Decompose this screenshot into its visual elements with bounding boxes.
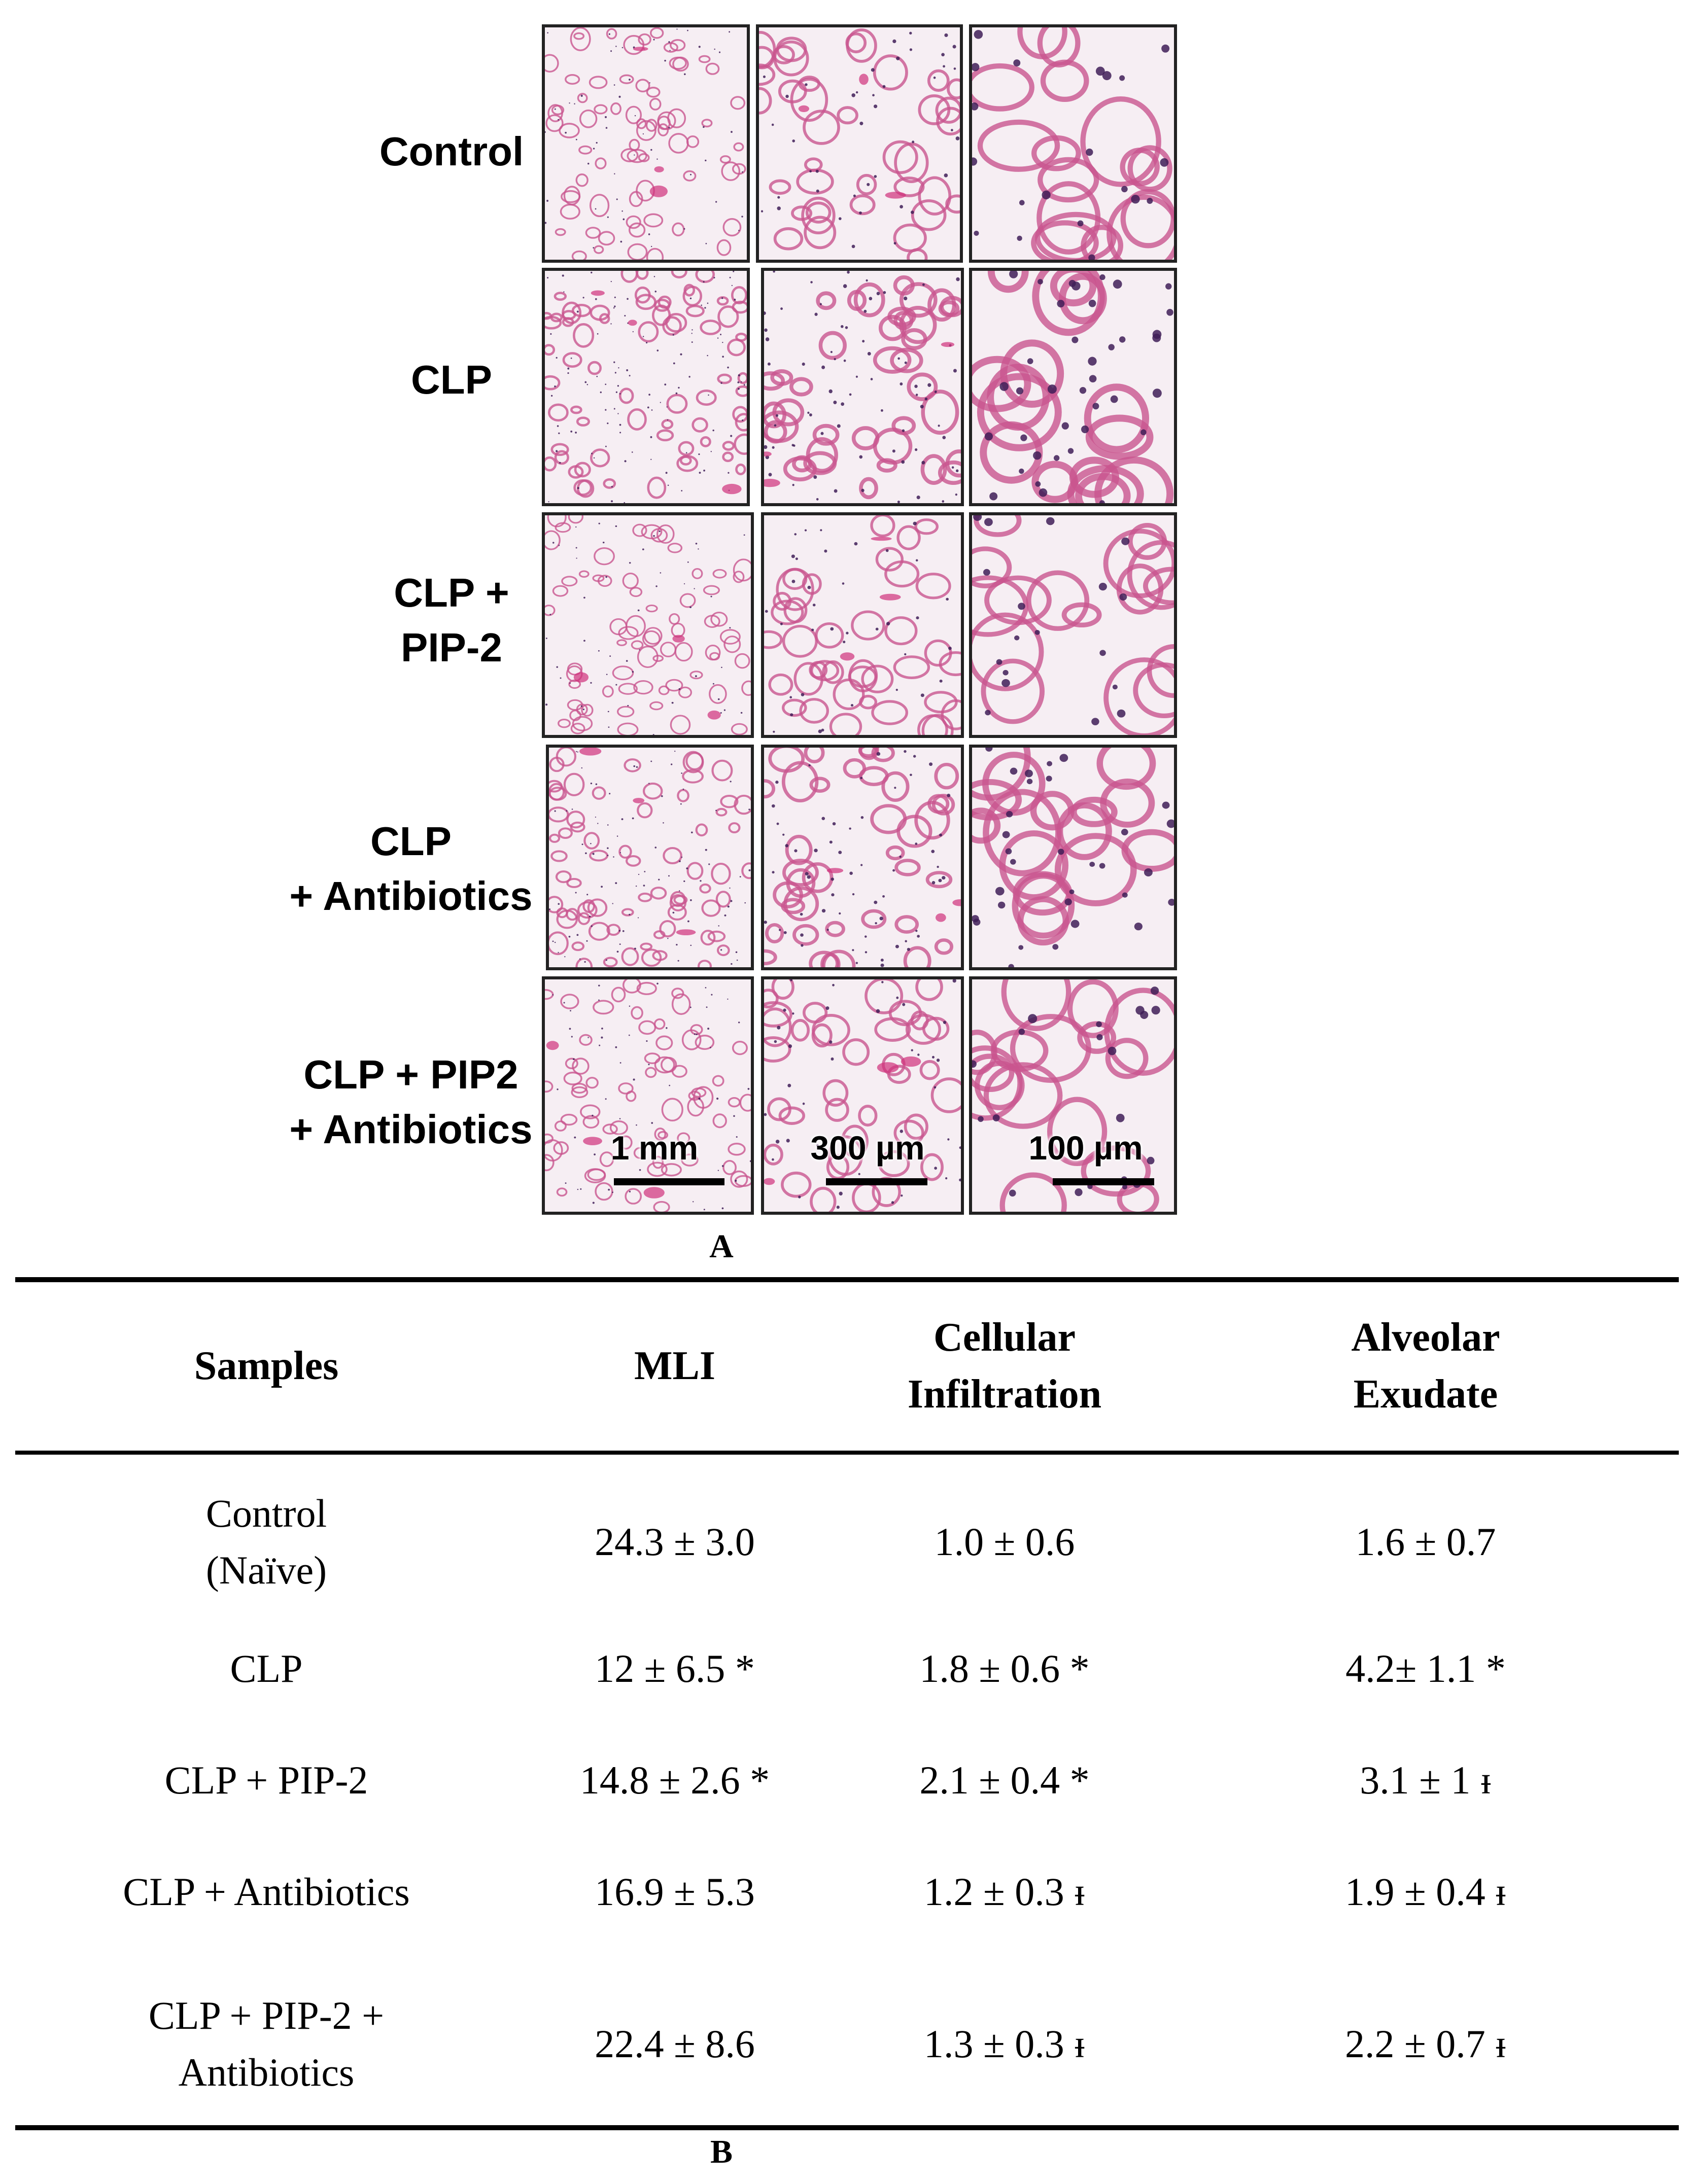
table-cell-mli: 22.4 ± 8.6 (502, 1981, 847, 2107)
table-cell-sample: Control (Naïve) (30, 1481, 502, 1603)
row-label-line: Control (379, 129, 524, 174)
table-cell-mli: 16.9 ± 5.3 (502, 1846, 847, 1938)
column-header-line: Infiltration (907, 1371, 1102, 1417)
table-cell-exudate: 4.2± 1.1 * (1248, 1623, 1603, 1714)
column-header-line: Samples (194, 1343, 339, 1388)
cell-line: 14.8 ± 2.6 * (579, 1758, 770, 1802)
table-cell-sample: CLP + Antibiotics (30, 1846, 502, 1938)
micrograph-clp-antibiotics-mid (761, 745, 964, 970)
cell-line: 2.2 ± 0.7 ᵻ (1345, 2022, 1506, 2066)
cell-line: (Naïve) (205, 1548, 327, 1592)
row-label-line: CLP + PIP2 (303, 1052, 518, 1097)
cell-line: CLP + PIP-2 + (148, 1993, 385, 2037)
column-header-line: MLI (634, 1343, 715, 1388)
cell-line: CLP (230, 1646, 303, 1690)
micrograph-clp-pip2-antibiotics-mid (761, 976, 964, 1215)
cell-line: 2.1 ± 0.4 * (919, 1758, 1090, 1802)
row-label-clp-pip2-antibiotics: CLP + PIP2 + Antibiotics (274, 1047, 548, 1157)
scale-bar-100um (1053, 1178, 1154, 1185)
row-label-clp-pip2: CLP + PIP-2 (355, 566, 548, 675)
micrograph-clp-antibiotics-low (546, 745, 754, 970)
cell-line: 24.3 ± 3.0 (595, 1520, 755, 1564)
column-header-line: Alveolar (1351, 1315, 1500, 1360)
panel-a-letter: A (709, 1228, 734, 1265)
cell-line: Antibiotics (178, 2050, 355, 2094)
cell-line: 1.2 ± 0.3 ᵻ (924, 1870, 1085, 1914)
table-cell-sample: CLP + PIP-2 + Antibiotics (30, 1981, 502, 2107)
column-header-line: Exudate (1353, 1371, 1498, 1417)
micrograph-clp-antibiotics-high (969, 745, 1177, 970)
micrograph-clp-mid (761, 268, 964, 506)
micrograph-clp-pip2-antibiotics-high (969, 976, 1177, 1215)
scale-label-300um: 300 µm (810, 1129, 925, 1167)
table-cell-exudate: 1.6 ± 0.7 (1248, 1481, 1603, 1603)
table-cell-mli: 14.8 ± 2.6 * (502, 1735, 847, 1826)
row-label-clp-antibiotics: CLP + Antibiotics (274, 814, 548, 924)
cell-line: Control (205, 1491, 327, 1535)
column-header-samples: Samples (30, 1283, 502, 1448)
table-cell-mli: 24.3 ± 3.0 (502, 1481, 847, 1603)
cell-line: 1.3 ± 0.3 ᵻ (924, 2022, 1085, 2066)
table-cell-infiltration: 2.1 ± 0.4 * (847, 1735, 1162, 1826)
column-header-mli: MLI (502, 1283, 847, 1448)
table-cell-infiltration: 1.0 ± 0.6 (847, 1481, 1162, 1603)
micrograph-clp-pip2-mid (761, 512, 964, 738)
cell-line: 1.8 ± 0.6 * (919, 1646, 1090, 1690)
table-cell-sample: CLP + PIP-2 (30, 1735, 502, 1826)
table-header-rule (15, 1451, 1679, 1455)
column-header-line: Cellular (934, 1315, 1076, 1360)
panel-b-letter: B (710, 2133, 733, 2170)
row-label-line: CLP (411, 357, 492, 402)
row-label-line: + Antibiotics (289, 873, 533, 919)
micrograph-clp-high (969, 268, 1177, 506)
scale-label-100um: 100 µm (1028, 1129, 1143, 1167)
row-label-line: CLP (370, 819, 452, 864)
cell-line: 1.0 ± 0.6 (934, 1520, 1075, 1564)
row-label-line: + Antibiotics (289, 1107, 533, 1152)
micrograph-clp-low (542, 268, 750, 506)
micrograph-clp-pip2-low (542, 512, 754, 738)
cell-line: CLP + Antibiotics (123, 1870, 410, 1914)
scale-label-1mm: 1 mm (610, 1129, 699, 1167)
cell-line: 1.9 ± 0.4 ᵻ (1345, 1870, 1506, 1914)
cell-line: CLP + PIP-2 (164, 1758, 368, 1802)
table-cell-sample: CLP (30, 1623, 502, 1714)
table-cell-exudate: 3.1 ± 1 ᵻ (1248, 1735, 1603, 1826)
row-label-line: CLP + (394, 570, 509, 615)
cell-line: 4.2± 1.1 * (1345, 1646, 1506, 1690)
cell-line: 12 ± 6.5 * (595, 1646, 755, 1690)
micrograph-clp-pip2-high (969, 512, 1177, 738)
table-cell-exudate: 2.2 ± 0.7 ᵻ (1248, 1981, 1603, 2107)
micrograph-control-high (969, 24, 1177, 263)
row-label-clp: CLP (355, 353, 548, 407)
table-cell-infiltration: 1.3 ± 0.3 ᵻ (847, 1981, 1162, 2107)
micrograph-control-mid (756, 24, 963, 263)
table-cell-exudate: 1.9 ± 0.4 ᵻ (1248, 1846, 1603, 1938)
row-label-control: Control (355, 124, 548, 179)
table-cell-infiltration: 1.8 ± 0.6 * (847, 1623, 1162, 1714)
row-label-line: PIP-2 (400, 625, 503, 670)
table-cell-infiltration: 1.2 ± 0.3 ᵻ (847, 1846, 1162, 1938)
cell-line: 1.6 ± 0.7 (1355, 1520, 1496, 1564)
micrograph-clp-pip2-antibiotics-low (542, 976, 754, 1215)
table-top-rule (15, 1277, 1679, 1282)
cell-line: 3.1 ± 1 ᵻ (1360, 1758, 1492, 1802)
table-cell-mli: 12 ± 6.5 * (502, 1623, 847, 1714)
micrograph-control-low (542, 24, 750, 263)
column-header-alveolar-exudate: Alveolar Exudate (1248, 1283, 1603, 1448)
table-bottom-rule (15, 2125, 1679, 2130)
column-header-cellular-infiltration: Cellular Infiltration (847, 1283, 1162, 1448)
scale-bar-1mm (614, 1178, 724, 1185)
cell-line: 22.4 ± 8.6 (595, 2022, 755, 2066)
cell-line: 16.9 ± 5.3 (595, 1870, 755, 1914)
scale-bar-300um (826, 1178, 927, 1185)
